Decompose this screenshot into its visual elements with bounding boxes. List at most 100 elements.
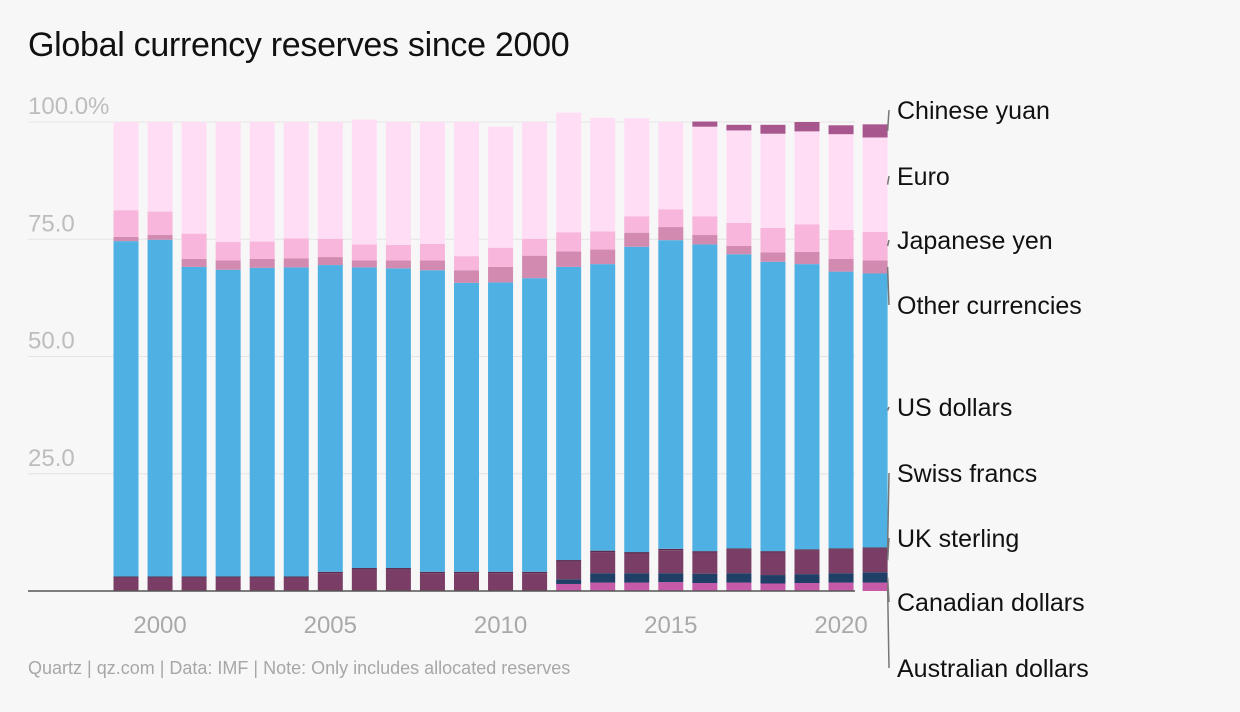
bar-segment	[692, 244, 718, 552]
bar-segment	[590, 249, 616, 265]
y-tick-label: 75.0	[28, 210, 75, 237]
bar-segment	[658, 582, 684, 591]
bar-segment	[862, 137, 888, 232]
bar-segment	[317, 122, 343, 239]
legend-leader-line	[886, 406, 890, 411]
bar-segment	[454, 571, 479, 574]
bar-segment	[385, 244, 411, 261]
bar-segment	[794, 251, 820, 265]
bar-segment	[317, 571, 343, 574]
bar-segment	[556, 583, 582, 591]
bar-segment	[181, 576, 207, 578]
bar-segment	[590, 582, 616, 591]
bar-segment	[726, 254, 752, 549]
bar-segment	[658, 550, 684, 574]
bar-segment	[692, 552, 718, 574]
bar-segment	[828, 548, 854, 550]
bar-segment	[624, 582, 650, 591]
legend-label: Other currencies	[897, 292, 1082, 320]
bar-segment	[760, 252, 786, 262]
bar-segment	[794, 583, 820, 591]
bar-segment	[283, 267, 309, 577]
bar-segment	[249, 122, 275, 242]
bar-segment	[624, 553, 650, 574]
bar-segment	[385, 260, 411, 269]
bar-segment	[147, 122, 173, 212]
bar-segment	[692, 126, 718, 217]
legend-leader-line	[886, 577, 890, 603]
bar-segment	[488, 266, 514, 283]
bar-segment	[692, 551, 718, 553]
legend-leader-line	[886, 537, 890, 561]
bar-segment	[419, 260, 445, 271]
bar-segment	[692, 121, 718, 127]
y-tick-label: 50.0	[28, 328, 75, 355]
bar-segment	[488, 247, 514, 267]
bar-segment	[147, 239, 173, 577]
bar-segment	[726, 130, 752, 223]
bar-segment	[556, 561, 582, 580]
bar-segment	[454, 270, 479, 283]
bar-segment	[488, 126, 514, 248]
bar-segment	[556, 232, 582, 252]
bar-segment	[113, 241, 139, 577]
legend-leader-line	[886, 175, 890, 185]
bar-segment	[692, 573, 718, 584]
bar-segment	[147, 576, 173, 578]
bar-segment	[454, 573, 479, 591]
bar-segment	[794, 550, 820, 575]
bar-segment	[113, 122, 139, 211]
bar-segment	[828, 573, 854, 583]
bar-segment	[794, 549, 820, 551]
bar-segment	[590, 117, 616, 232]
bar-segment	[283, 576, 309, 578]
legend-label: Australian dollars	[897, 655, 1089, 683]
bar-segment	[794, 574, 820, 584]
bar-segment	[624, 246, 650, 553]
x-tick-label: 2015	[644, 612, 697, 639]
bar-segment	[454, 256, 479, 271]
bar-segment	[215, 577, 241, 591]
bar-segment	[249, 576, 275, 578]
bar-segment	[351, 244, 377, 261]
bar-segment	[658, 548, 684, 551]
legend-label: US dollars	[897, 394, 1012, 422]
bar-segment	[522, 122, 548, 239]
bar-segment	[828, 258, 854, 272]
source-note: Quartz | qz.com | Data: IMF | Note: Only…	[28, 658, 571, 678]
bar-segment	[351, 260, 377, 268]
bar-segment	[760, 227, 786, 253]
bar-segment	[385, 569, 411, 591]
bar-segment	[215, 260, 241, 270]
bar-segment	[488, 282, 514, 572]
x-tick-label: 2005	[304, 612, 357, 639]
bar-segment	[624, 573, 650, 583]
x-tick-label: 2020	[814, 612, 867, 639]
bar-segment	[113, 210, 139, 237]
bar-segment	[454, 282, 479, 572]
bar-segment	[113, 577, 139, 591]
legend-leader-line	[886, 472, 890, 549]
bar-segment	[419, 571, 445, 574]
bar-segment	[556, 266, 582, 561]
bar-segment	[215, 576, 241, 578]
bar-segment	[351, 568, 377, 570]
bar-segment	[283, 122, 309, 239]
bar-segment	[794, 224, 820, 252]
bar-segment	[556, 560, 582, 562]
bar-segment	[624, 216, 650, 233]
bar-segment	[385, 122, 411, 245]
bar-segment	[249, 258, 275, 268]
bar-segment	[726, 582, 752, 591]
bar-segment	[590, 264, 616, 551]
bar-segment	[113, 236, 139, 242]
bar-segment	[658, 573, 684, 583]
bar-segment	[828, 549, 854, 574]
bar-segment	[215, 242, 241, 261]
bar-segment	[249, 577, 275, 591]
bar-segment	[181, 233, 207, 259]
bar-segment	[215, 269, 241, 577]
bar-segment	[862, 124, 888, 138]
bar-segment	[181, 266, 207, 577]
